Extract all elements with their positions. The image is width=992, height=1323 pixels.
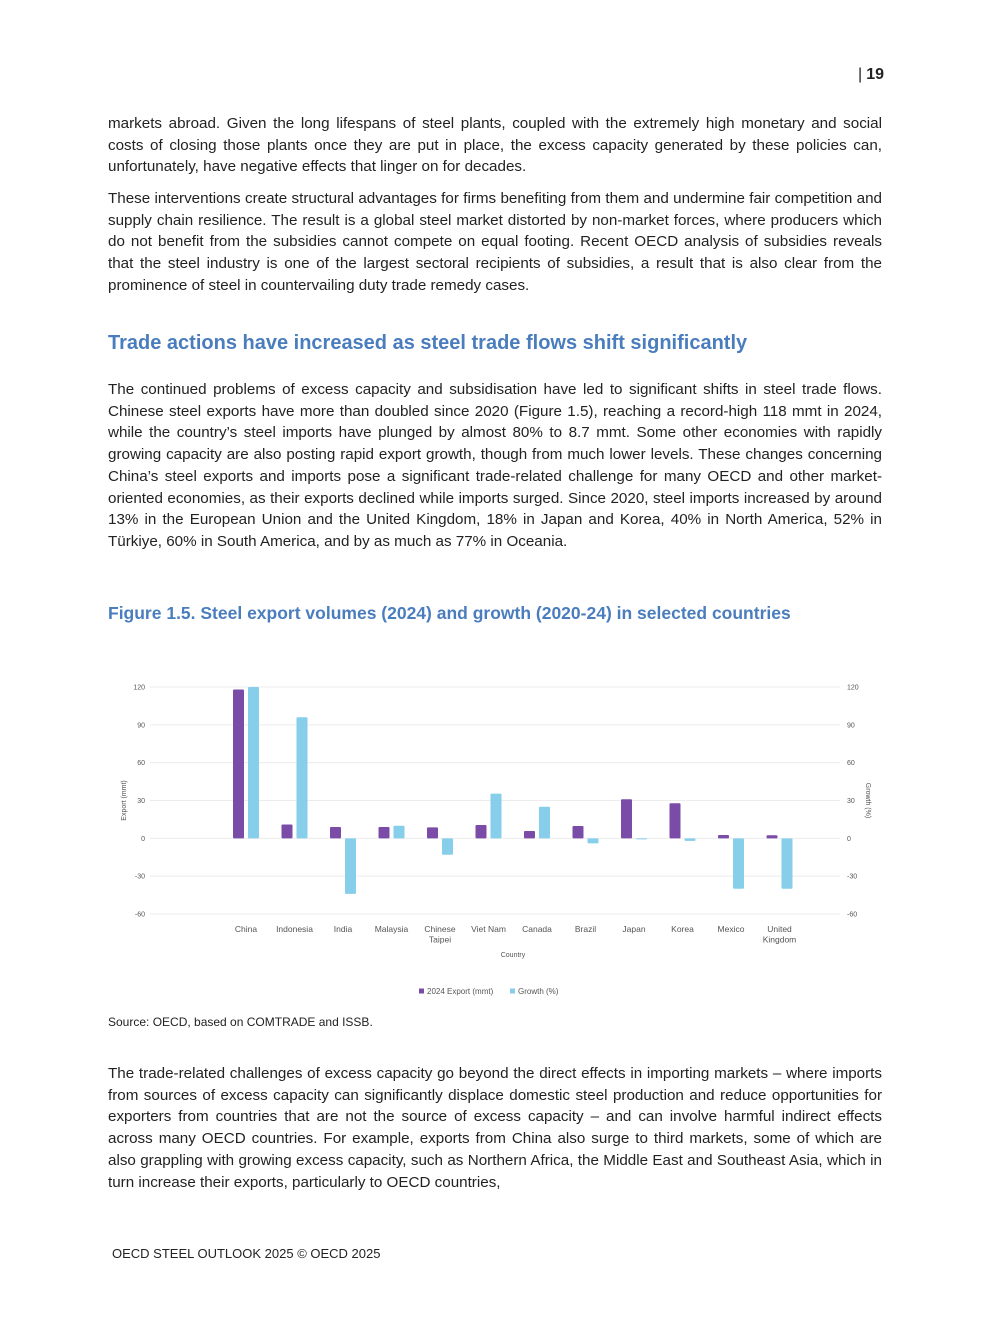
bar-export (524, 831, 535, 839)
x-tick-label: Brazil (575, 924, 596, 934)
y2-tick-label: 120 (847, 685, 859, 692)
x-tick-label: Canada (522, 924, 552, 934)
x-tick-label: Korea (671, 924, 694, 934)
legend-swatch (510, 988, 515, 994)
legend-label: 2024 Export (mmt) (427, 987, 494, 996)
figure-title: Figure 1.5. Steel export volumes (2024) … (108, 603, 791, 623)
bar-export (281, 824, 293, 839)
page-number: | 19 (858, 66, 884, 83)
bar-chart: 120 120 90 90 60 60 30 30 0 0 -30 -30 -60 -60 Export (… (121, 685, 871, 997)
x-tick-label: Viet Nam (471, 924, 506, 934)
y2-tick-label: 60 (847, 760, 855, 767)
x-tick-label: Indonesia (276, 924, 313, 934)
paragraph: The trade-related challenges of excess c… (108, 1065, 882, 1191)
bar-export (233, 689, 244, 839)
bar-export (427, 827, 438, 839)
bar-export (718, 835, 729, 839)
paragraph: The continued problems of excess capacit… (108, 381, 882, 550)
y2-tick-label: -30 (847, 874, 857, 881)
footer: OECD STEEL OUTLOOK 2025 © OECD 2025 (112, 1246, 381, 1261)
y2-axis-label: Growth (%) (864, 783, 871, 818)
y2-tick-label: 0 (847, 836, 851, 843)
section-heading: Trade actions have increased as steel tr… (108, 332, 748, 354)
x-tick-label: China (235, 924, 257, 934)
bar-growth (539, 806, 550, 839)
y2-tick-label: 90 (847, 722, 855, 729)
x-tick-label: Japan (622, 924, 645, 934)
x-axis-label: Country (501, 952, 526, 959)
y-tick-label: -60 (135, 912, 145, 919)
y-tick-label: 30 (137, 798, 145, 805)
x-tick-label: Malaysia (375, 924, 409, 934)
bar-growth (248, 687, 259, 839)
paragraph: markets abroad. Given the long lifespans… (108, 115, 882, 176)
bar-growth (587, 838, 599, 844)
bar-export (572, 825, 584, 839)
bar-growth (442, 838, 453, 855)
y-tick-label: 60 (137, 760, 145, 767)
y-tick-label: 120 (133, 685, 145, 692)
y2-tick-label: 30 (847, 798, 855, 805)
bar-export (330, 826, 341, 839)
bar-export (669, 803, 681, 839)
y-tick-label: -30 (135, 874, 145, 881)
bar-growth (636, 838, 647, 840)
x-tick-label: United Kingdom (763, 924, 797, 945)
bar-growth (490, 793, 502, 839)
figure-source: Source: OECD, based on COMTRADE and ISSB… (108, 1015, 373, 1029)
bar-growth (393, 825, 405, 839)
bar-export (766, 835, 778, 839)
bar-export (475, 824, 487, 839)
bar-growth (345, 838, 356, 894)
bar-growth (733, 838, 744, 889)
y-tick-label: 90 (137, 722, 145, 729)
x-tick-label: Mexico (718, 924, 745, 934)
paragraph: These interventions create structural ad… (108, 190, 882, 294)
bar-export (378, 826, 390, 839)
legend-label: Growth (%) (518, 987, 559, 996)
x-tick-label: India (334, 924, 353, 934)
bar-growth (781, 838, 793, 889)
y-axis-label: Export (mmt) (121, 780, 128, 820)
y2-tick-label: -60 (847, 912, 857, 919)
legend-swatch (419, 988, 424, 994)
bar-growth (684, 838, 696, 841)
bar-export (621, 799, 632, 839)
y-tick-label: 0 (141, 836, 145, 843)
bar-growth (296, 717, 308, 839)
x-tick-label: Chinese Taipei (424, 924, 455, 945)
